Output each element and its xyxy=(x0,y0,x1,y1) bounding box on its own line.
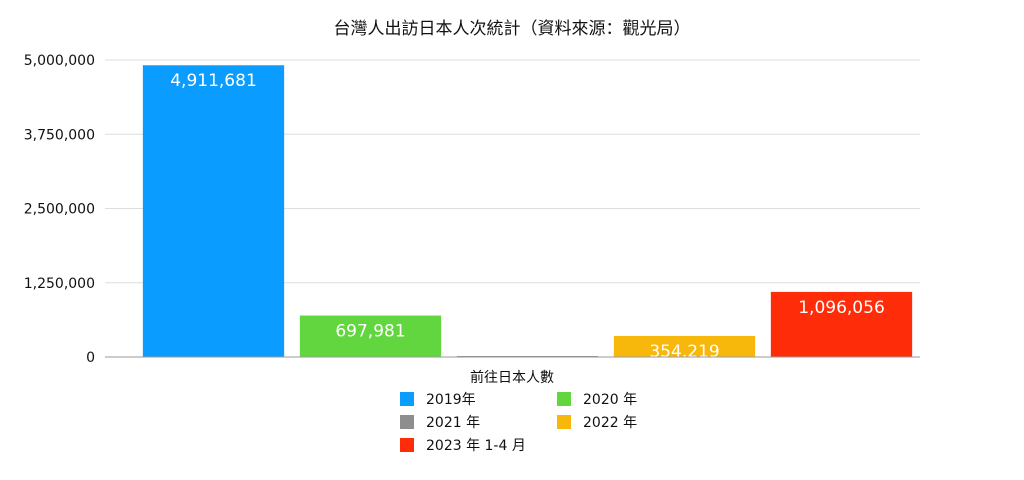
bar xyxy=(299,315,442,357)
legend-label: 2020 年 xyxy=(583,392,637,408)
bar-data-label: 354,219 xyxy=(649,342,719,362)
y-tick-label: 5,000,000 xyxy=(24,53,95,69)
legend-swatch xyxy=(400,415,414,429)
bar xyxy=(142,65,285,357)
bar-data-label: 1,096,056 xyxy=(798,298,885,318)
legend-title: 前往日本人數 xyxy=(470,369,554,386)
legend-label: 2022 年 xyxy=(583,415,637,431)
legend-label: 2021 年 xyxy=(426,415,480,431)
legend-label: 2023 年 1-4 月 xyxy=(426,438,526,454)
y-tick-label: 1,250,000 xyxy=(24,276,95,292)
legend-label: 2019年 xyxy=(426,392,476,408)
legend-swatch xyxy=(400,438,414,452)
legend-swatch xyxy=(557,415,571,429)
chart-title: 台灣人出訪日本人次統計（資料來源：觀光局） xyxy=(334,19,691,39)
legend-swatch xyxy=(557,392,571,406)
y-tick-label: 2,500,000 xyxy=(24,202,95,218)
y-tick-label: 3,750,000 xyxy=(24,127,95,143)
y-axis-ticks: 0 1,250,000 2,500,000 3,750,000 5,000,000 xyxy=(24,53,95,366)
bar xyxy=(613,335,756,357)
bars xyxy=(142,65,913,357)
bar xyxy=(770,291,913,357)
bar-data-label: 4,911,681 xyxy=(170,71,257,91)
bar-data-label: 697,981 xyxy=(335,322,405,342)
y-tick-label: 0 xyxy=(86,350,95,366)
legend-swatch xyxy=(400,392,414,406)
legend: 前往日本人數 2019年 2020 年 2021 年 2022 年 2023 年 1-4… xyxy=(400,369,637,454)
